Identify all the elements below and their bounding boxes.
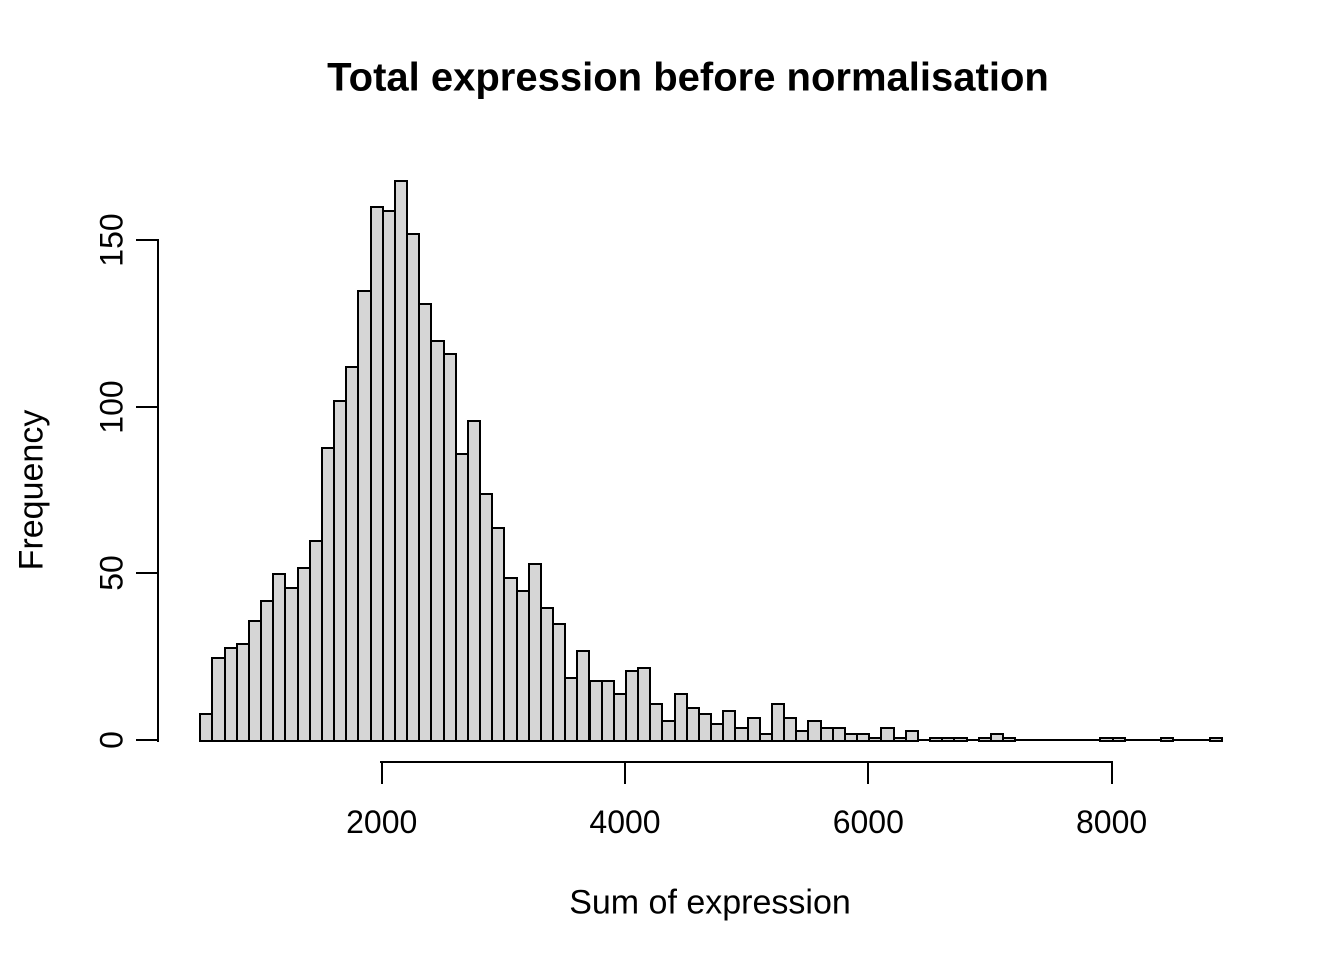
y-axis-title: Frequency (12, 409, 51, 571)
histogram-bar (880, 726, 895, 742)
y-tick (136, 739, 157, 741)
histogram-bar-zero (916, 739, 932, 741)
histogram-bar-zero (1087, 739, 1102, 741)
y-tick (136, 405, 157, 408)
histogram-bar-zero (1172, 739, 1187, 741)
x-axis-line (380, 761, 1113, 763)
histogram-bar (904, 729, 919, 742)
y-tick-label: 0 (93, 731, 130, 749)
x-tick-label: 8000 (1076, 804, 1148, 840)
histogram-bar-zero (1038, 739, 1053, 741)
x-tick-label: 4000 (589, 804, 661, 840)
histogram-bar-zero (1148, 739, 1163, 741)
y-tick (136, 238, 157, 241)
x-axis-title: Sum of expression (569, 883, 851, 922)
y-tick-label: 150 (93, 213, 130, 267)
x-tick-label: 2000 (346, 804, 418, 840)
histogram-bar (1208, 736, 1224, 742)
histogram-bar-zero (1075, 739, 1090, 741)
histogram-bar (722, 709, 737, 742)
histogram-bar-zero (1196, 739, 1211, 741)
histogram-bar-zero (965, 739, 980, 741)
x-tick (1110, 762, 1113, 784)
y-tick-label: 100 (93, 379, 130, 434)
histogram-bar-zero (1184, 739, 1199, 741)
histogram-bar (746, 716, 761, 742)
x-tick-label: 6000 (832, 804, 904, 840)
y-tick (136, 572, 157, 575)
histogram-bar (783, 716, 798, 742)
histogram-bar-zero (1062, 739, 1078, 741)
histogram-bar-zero (1026, 739, 1041, 741)
x-tick (624, 762, 626, 784)
histogram-bar-zero (1014, 739, 1029, 741)
histogram-bar-zero (1050, 739, 1065, 741)
chart-title: Total expression before normalisation (327, 55, 1049, 100)
y-tick-label: 50 (93, 555, 130, 592)
x-tick (867, 762, 870, 784)
histogram-bar-zero (1123, 739, 1138, 741)
x-tick (380, 762, 383, 784)
y-axis-line (157, 239, 159, 742)
histogram-bar-zero (1135, 739, 1151, 741)
